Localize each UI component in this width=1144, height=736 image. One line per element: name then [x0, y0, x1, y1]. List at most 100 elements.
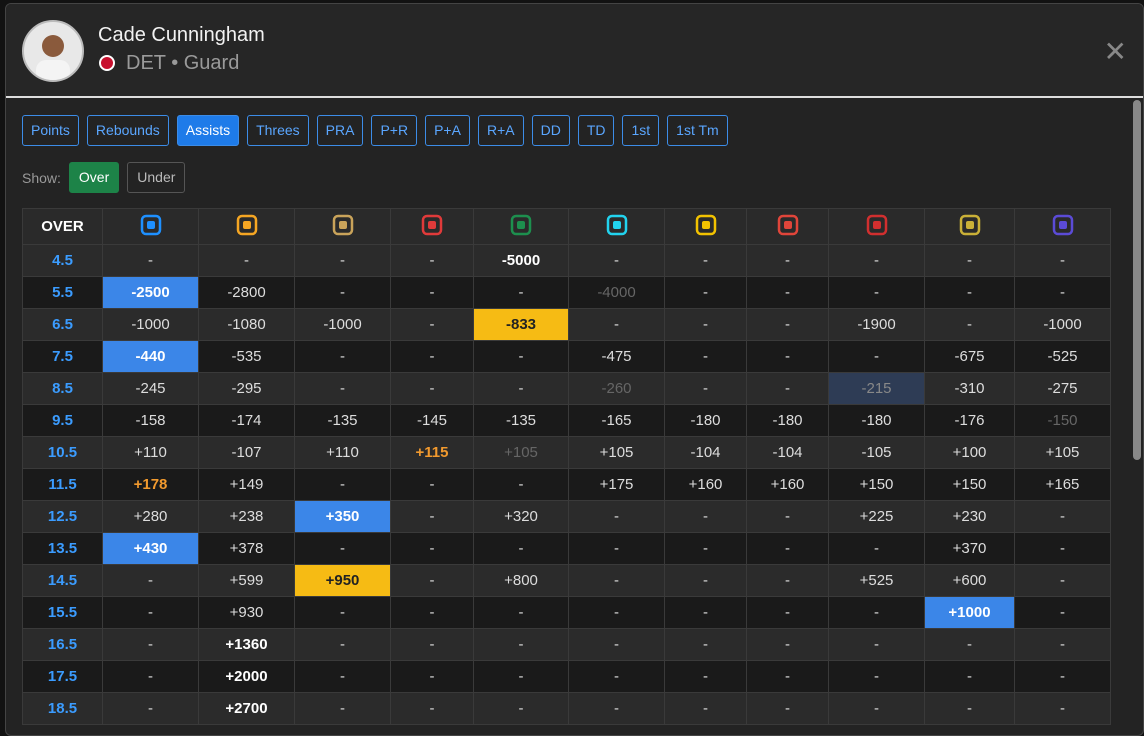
- odds-cell[interactable]: -: [473, 340, 569, 373]
- close-button[interactable]: ✕: [1103, 36, 1127, 67]
- odds-cell[interactable]: -174: [198, 404, 295, 437]
- odds-cell[interactable]: -: [746, 500, 829, 533]
- odds-cell[interactable]: -: [924, 692, 1015, 725]
- odds-cell[interactable]: +1360: [198, 628, 295, 661]
- tab[interactable]: Points: [22, 115, 79, 146]
- odds-cell[interactable]: -: [1014, 532, 1111, 565]
- odds-cell[interactable]: -: [390, 596, 474, 629]
- odds-cell[interactable]: -: [828, 532, 925, 565]
- odds-cell[interactable]: -: [1014, 500, 1111, 533]
- tab[interactable]: P+R: [371, 115, 418, 146]
- scrollbar[interactable]: [1133, 100, 1141, 460]
- odds-cell[interactable]: -: [746, 276, 829, 309]
- odds-cell[interactable]: +950: [294, 564, 391, 597]
- odds-cell[interactable]: +800: [473, 564, 569, 597]
- odds-cell[interactable]: -: [746, 628, 829, 661]
- odds-cell[interactable]: -: [746, 244, 829, 277]
- odds-cell[interactable]: -: [924, 660, 1015, 693]
- odds-cell[interactable]: +105: [473, 436, 569, 469]
- odds-cell[interactable]: -475: [568, 340, 665, 373]
- odds-cell[interactable]: -275: [1014, 372, 1111, 405]
- odds-cell[interactable]: -: [473, 692, 569, 725]
- odds-cell[interactable]: -525: [1014, 340, 1111, 373]
- filter-option[interactable]: Over: [68, 162, 120, 193]
- odds-cell[interactable]: +599: [198, 564, 295, 597]
- odds-cell[interactable]: -: [664, 628, 747, 661]
- odds-cell[interactable]: +178: [102, 468, 199, 501]
- odds-cell[interactable]: -: [294, 596, 391, 629]
- odds-cell[interactable]: -535: [198, 340, 295, 373]
- odds-cell[interactable]: -: [924, 244, 1015, 277]
- odds-cell[interactable]: -180: [828, 404, 925, 437]
- odds-cell[interactable]: +930: [198, 596, 295, 629]
- odds-cell[interactable]: +2700: [198, 692, 295, 725]
- tab[interactable]: PRA: [316, 115, 364, 146]
- odds-cell[interactable]: -: [390, 244, 474, 277]
- odds-cell[interactable]: -: [828, 340, 925, 373]
- odds-cell[interactable]: -260: [568, 372, 665, 405]
- odds-cell[interactable]: -: [568, 308, 665, 341]
- odds-cell[interactable]: -: [390, 660, 474, 693]
- odds-cell[interactable]: -: [664, 500, 747, 533]
- odds-cell[interactable]: -: [473, 628, 569, 661]
- odds-cell[interactable]: -104: [664, 436, 747, 469]
- odds-cell[interactable]: -: [294, 244, 391, 277]
- odds-cell[interactable]: -2500: [102, 276, 199, 309]
- odds-cell[interactable]: -: [746, 564, 829, 597]
- odds-cell[interactable]: -: [1014, 276, 1111, 309]
- odds-cell[interactable]: -: [294, 628, 391, 661]
- odds-cell[interactable]: -: [390, 500, 474, 533]
- odds-cell[interactable]: -158: [102, 404, 199, 437]
- tab[interactable]: DD: [531, 115, 570, 146]
- odds-cell[interactable]: -: [568, 628, 665, 661]
- odds-cell[interactable]: -: [1014, 628, 1111, 661]
- odds-cell[interactable]: -: [828, 276, 925, 309]
- odds-cell[interactable]: -: [1014, 596, 1111, 629]
- odds-cell[interactable]: -: [294, 276, 391, 309]
- odds-cell[interactable]: -1080: [198, 308, 295, 341]
- odds-cell[interactable]: -440: [102, 340, 199, 373]
- odds-cell[interactable]: -: [664, 596, 747, 629]
- tab[interactable]: R+A: [477, 115, 524, 146]
- odds-cell[interactable]: -5000: [473, 244, 569, 277]
- odds-cell[interactable]: -: [1014, 564, 1111, 597]
- odds-cell[interactable]: -: [828, 660, 925, 693]
- odds-cell[interactable]: -: [664, 564, 747, 597]
- odds-cell[interactable]: -105: [828, 436, 925, 469]
- tab[interactable]: Threes: [247, 115, 309, 146]
- odds-cell[interactable]: +600: [924, 564, 1015, 597]
- tab[interactable]: Rebounds: [86, 115, 169, 146]
- odds-cell[interactable]: +320: [473, 500, 569, 533]
- odds-cell[interactable]: -: [664, 244, 747, 277]
- odds-cell[interactable]: -: [473, 596, 569, 629]
- odds-cell[interactable]: -: [568, 564, 665, 597]
- odds-cell[interactable]: -1000: [294, 308, 391, 341]
- odds-cell[interactable]: -: [568, 244, 665, 277]
- odds-cell[interactable]: -: [390, 532, 474, 565]
- odds-cell[interactable]: -1900: [828, 308, 925, 341]
- odds-cell[interactable]: -: [568, 660, 665, 693]
- odds-cell[interactable]: +1000: [924, 596, 1015, 629]
- odds-cell[interactable]: +160: [746, 468, 829, 501]
- odds-cell[interactable]: -: [390, 564, 474, 597]
- tab[interactable]: 1st: [622, 115, 660, 146]
- odds-cell[interactable]: -: [664, 660, 747, 693]
- odds-cell[interactable]: -: [473, 372, 569, 405]
- odds-cell[interactable]: -: [294, 372, 391, 405]
- odds-cell[interactable]: +160: [664, 468, 747, 501]
- odds-cell[interactable]: -: [473, 276, 569, 309]
- odds-cell[interactable]: -2800: [198, 276, 295, 309]
- odds-cell[interactable]: +110: [102, 436, 199, 469]
- odds-cell[interactable]: -: [294, 340, 391, 373]
- odds-cell[interactable]: -: [746, 660, 829, 693]
- odds-cell[interactable]: +280: [102, 500, 199, 533]
- odds-cell[interactable]: -107: [198, 436, 295, 469]
- odds-cell[interactable]: -: [746, 340, 829, 373]
- odds-cell[interactable]: -: [924, 308, 1015, 341]
- odds-cell[interactable]: -: [102, 564, 199, 597]
- odds-cell[interactable]: -215: [828, 372, 925, 405]
- odds-cell[interactable]: +525: [828, 564, 925, 597]
- odds-cell[interactable]: -: [664, 372, 747, 405]
- odds-cell[interactable]: -: [390, 308, 474, 341]
- odds-cell[interactable]: -: [568, 500, 665, 533]
